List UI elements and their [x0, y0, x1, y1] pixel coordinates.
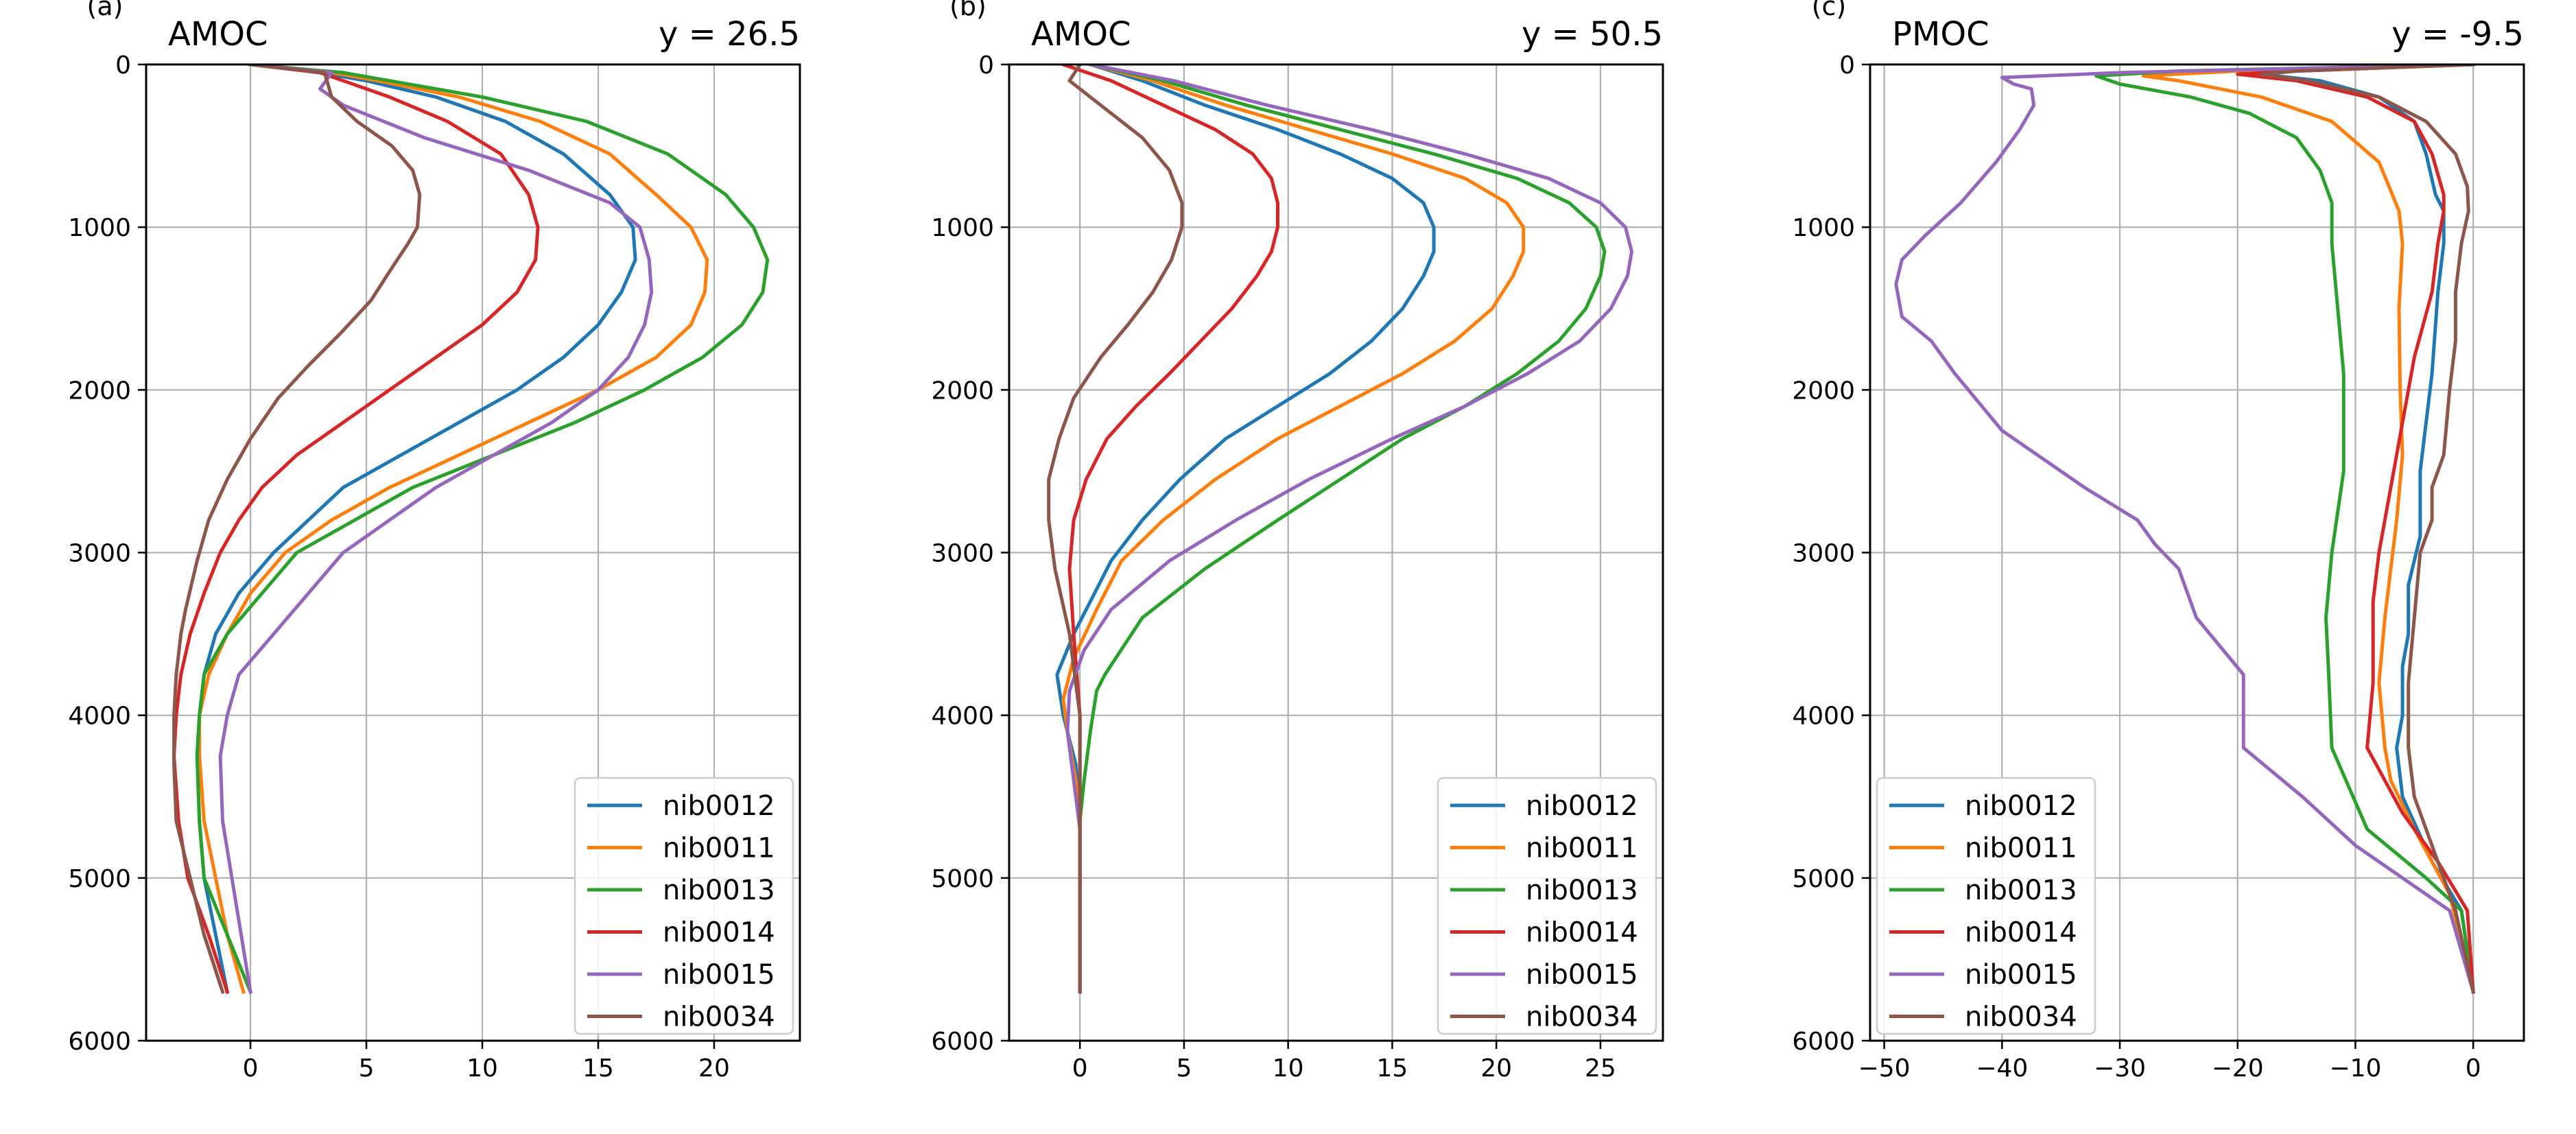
legend-label: nib0034 [1526, 1002, 1638, 1033]
legend-label: nib0011 [1526, 833, 1638, 864]
series-line-nib0013 [195, 64, 770, 995]
panel-letter: (a) [87, 0, 123, 21]
y-tick-label: 0 [115, 51, 131, 80]
x-tick-label: −10 [2329, 1054, 2381, 1083]
chart-panel-c: −50 −40 −30 −20 −10 0 0 1000 2000 3000 4000 5000 600… [1792, 0, 2525, 1083]
legend-frame [1437, 777, 1657, 1035]
series-line-nib0012 [1055, 64, 1436, 994]
legend-frame [574, 777, 794, 1035]
y-tick-label: 0 [1839, 51, 1855, 80]
y-tick-label: 3000 [1792, 540, 1855, 568]
panel-letter: (b) [949, 0, 986, 21]
x-tick-label: −50 [1858, 1054, 1911, 1083]
panel-title-right: y = 26.5 [659, 15, 800, 54]
series-line-nib0015 [1065, 64, 1633, 994]
y-tick-label: 4000 [931, 702, 994, 731]
legend-label: nib0012 [663, 790, 775, 822]
series-line-nib0011 [2141, 64, 2476, 994]
legend-label: nib0013 [1526, 875, 1638, 906]
y-tick-label: 4000 [68, 702, 131, 731]
x-tick-label: 0 [1072, 1054, 1088, 1083]
y-tick-label: 2000 [931, 377, 994, 405]
legend-label: nib0012 [1526, 790, 1638, 822]
panel-title-right: y = -9.5 [2391, 15, 2524, 54]
legend-label: nib0015 [1965, 959, 2077, 991]
series-line-nib0034 [172, 64, 422, 994]
series-line-nib0034 [1047, 64, 1184, 994]
x-tick-label: 10 [466, 1054, 498, 1083]
x-tick-label: 25 [1585, 1054, 1616, 1083]
x-tick-label: 0 [243, 1054, 259, 1083]
y-tick-label: 5000 [1792, 865, 1855, 893]
legend: nib0012 nib0011 nib0013 nib0014 nib0015 nib00… [574, 777, 794, 1035]
legend: nib0012 nib0011 nib0013 nib0014 nib0015 nib00… [1437, 777, 1657, 1035]
series-line-nib0014 [2236, 64, 2475, 994]
x-tick-label: 15 [582, 1054, 614, 1083]
series-line-nib0013 [1078, 64, 1607, 994]
y-tick-label: 6000 [68, 1028, 131, 1056]
y-tick-label: 4000 [1792, 702, 1855, 731]
chart-panel-a: 0 5 10 15 20 0 1000 2000 3000 4000 5000 6000 (a) AMOC… [68, 0, 801, 1083]
legend-label: nib0012 [1965, 790, 2077, 822]
x-tick-label: 20 [698, 1054, 730, 1083]
y-tick-label: 2000 [1792, 377, 1855, 405]
panel-title-left: AMOC [168, 15, 268, 54]
series-line-nib0015 [1894, 64, 2476, 994]
panel-title-left: PMOC [1892, 15, 1989, 54]
x-tick-label: −40 [1976, 1054, 2028, 1083]
legend-label: nib0011 [663, 833, 775, 864]
y-tick-label: 5000 [68, 865, 131, 893]
y-tick-label: 3000 [931, 540, 994, 568]
x-tick-label: −20 [2212, 1054, 2264, 1083]
legend-label: nib0013 [1965, 875, 2077, 906]
series-line-nib0012 [195, 64, 637, 994]
legend-label: nib0014 [1526, 917, 1638, 949]
series-line-nib0014 [1061, 64, 1279, 994]
y-tick-label: 1000 [931, 214, 994, 242]
y-tick-label: 3000 [68, 540, 131, 568]
x-tick-label: 20 [1480, 1054, 1512, 1083]
x-tick-label: 10 [1273, 1054, 1304, 1083]
x-tick-label: 5 [359, 1054, 375, 1083]
y-tick-label: 2000 [68, 377, 131, 405]
legend-label: nib0014 [663, 917, 775, 949]
y-tick-label: 6000 [1792, 1028, 1855, 1056]
y-tick-label: 6000 [931, 1028, 994, 1056]
x-tick-label: 0 [2466, 1054, 2481, 1083]
x-tick-label: −30 [2094, 1054, 2146, 1083]
x-tick-label: 5 [1176, 1054, 1192, 1083]
panel-title-left: AMOC [1031, 15, 1131, 54]
series-line-nib0011 [1061, 64, 1526, 994]
y-tick-label: 0 [978, 51, 994, 80]
x-tick-label: 15 [1377, 1054, 1408, 1083]
panel-title-right: y = 50.5 [1522, 15, 1663, 54]
legend-label: nib0015 [1526, 959, 1638, 991]
panel-letter: (c) [1812, 0, 1847, 21]
chart-panel-b: 0 5 10 15 20 25 0 1000 2000 3000 4000 5000 6000 (b) AM… [931, 0, 1664, 1083]
series-line-nib0034 [2259, 64, 2476, 994]
legend-frame [1876, 777, 2096, 1035]
legend: nib0012 nib0011 nib0013 nib0014 nib0015 nib00… [1876, 777, 2096, 1035]
y-tick-label: 1000 [1792, 214, 1855, 242]
y-tick-label: 5000 [931, 865, 994, 893]
legend-label: nib0011 [1965, 833, 2077, 864]
series-line-nib0013 [2094, 64, 2476, 994]
legend-label: nib0013 [663, 875, 775, 906]
series-line-nib0015 [218, 64, 654, 994]
legend-label: nib0015 [663, 959, 775, 991]
legend-label: nib0034 [663, 1002, 775, 1033]
legend-label: nib0014 [1965, 917, 2077, 949]
legend-label: nib0034 [1965, 1002, 2077, 1033]
y-tick-label: 1000 [68, 214, 131, 242]
